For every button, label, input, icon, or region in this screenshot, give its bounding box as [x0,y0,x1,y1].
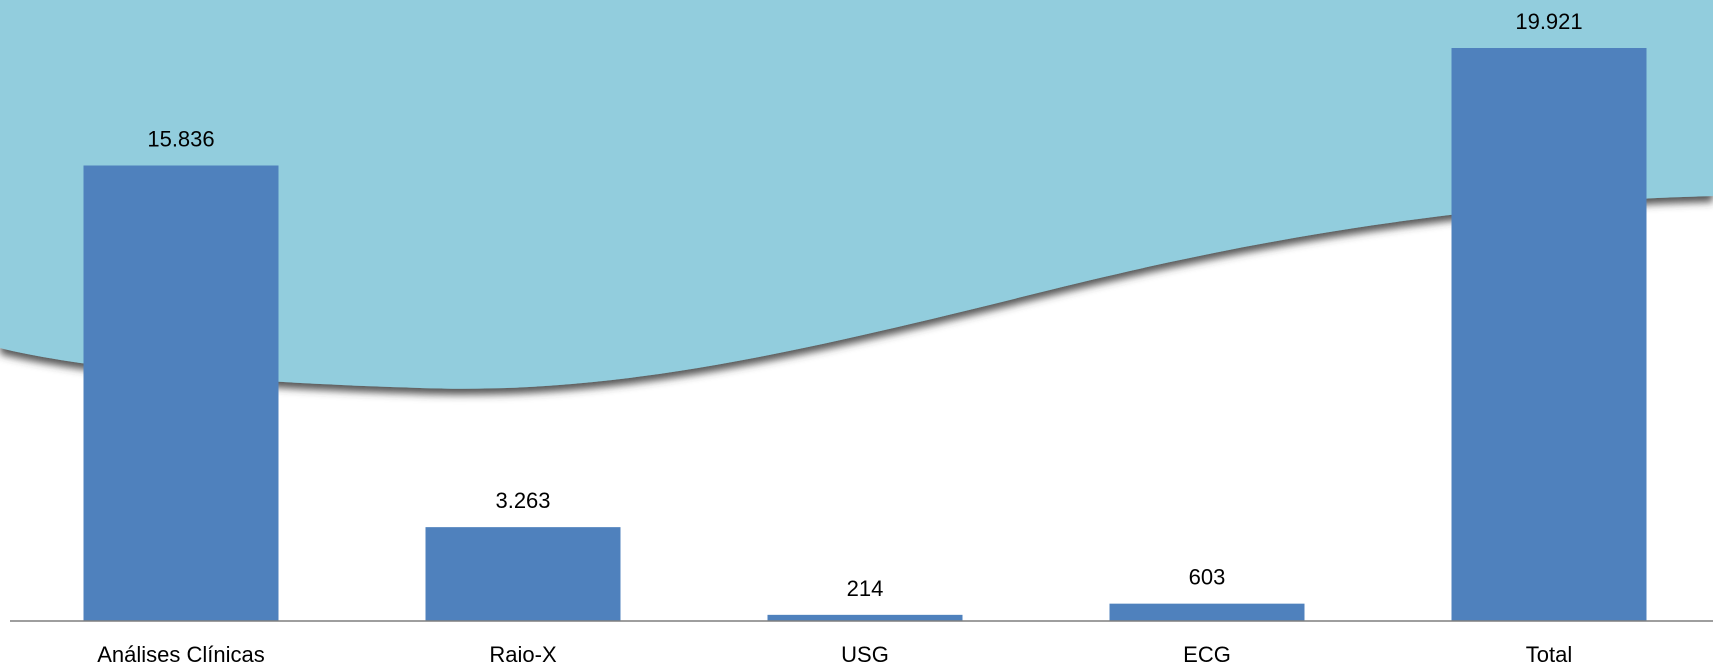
bar-2 [767,614,963,621]
x-tick-label-3: ECG [1183,642,1231,667]
background-wave [0,0,1713,389]
bar-0 [83,165,279,621]
bars-group [83,48,1647,621]
value-label-0: 15.836 [147,126,214,151]
value-label-2: 214 [847,576,884,601]
bar-3 [1109,603,1305,621]
x-tick-label-4: Total [1526,642,1572,667]
bar-4 [1451,48,1647,621]
value-label-3: 603 [1189,565,1226,590]
bar-1 [425,527,621,621]
tick-labels-group: Análises Clínicas Raio-X USG ECG Total [97,642,1572,667]
x-tick-label-0: Análises Clínicas [97,642,265,667]
value-label-1: 3.263 [495,488,550,513]
value-label-4: 19.921 [1515,9,1582,34]
x-tick-label-2: USG [841,642,889,667]
value-labels-group: 15.836 3.263 214 603 19.921 [147,9,1582,601]
x-tick-label-1: Raio-X [489,642,557,667]
